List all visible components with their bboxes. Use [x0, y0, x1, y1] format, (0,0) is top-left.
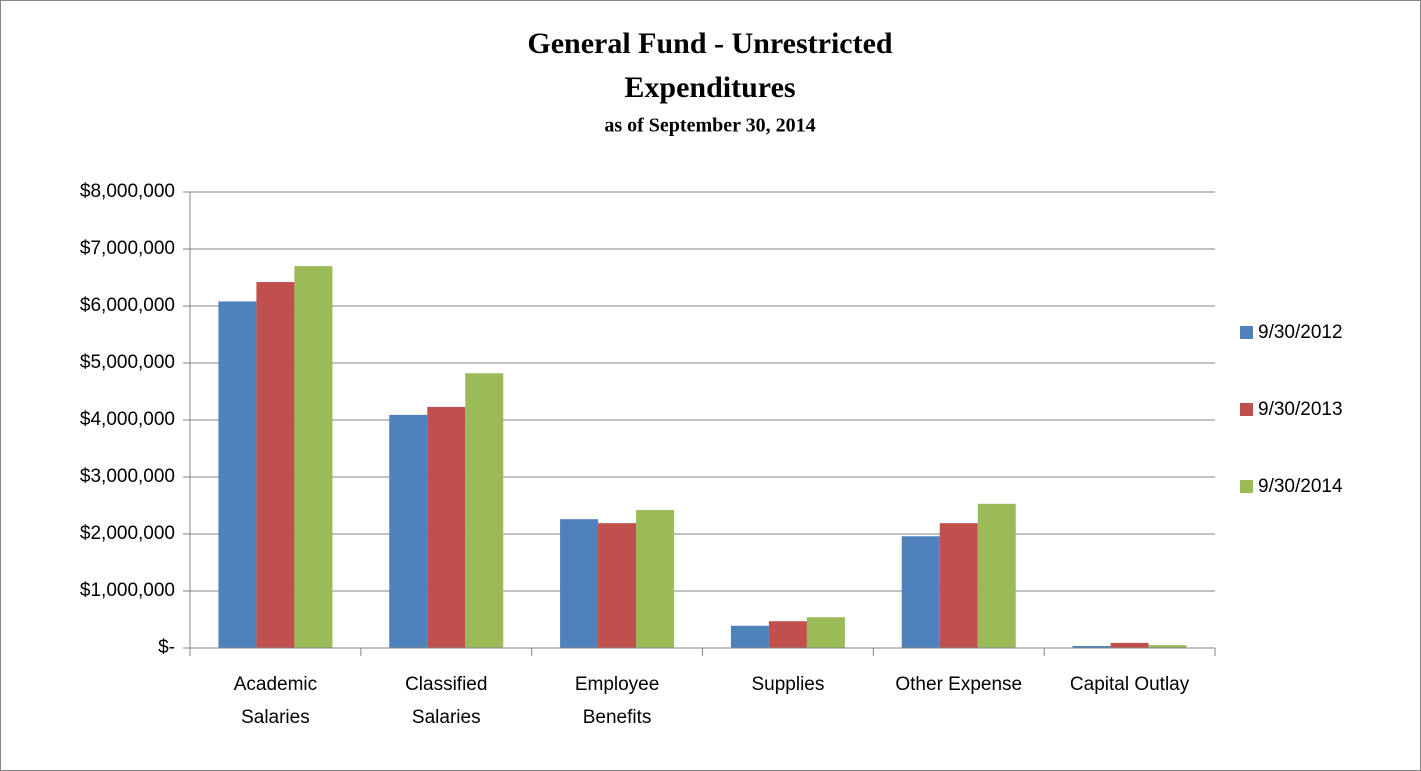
bar	[1072, 646, 1111, 648]
bar	[1110, 642, 1149, 648]
chart-subtitle: as of September 30, 2014	[604, 115, 815, 137]
legend-label: 9/30/2013	[1258, 399, 1343, 420]
legend-label: 9/30/2014	[1258, 476, 1343, 497]
bar	[939, 523, 978, 648]
legend-swatch	[1240, 326, 1253, 339]
legend-label: 9/30/2012	[1258, 322, 1343, 343]
y-tick-label: $2,000,000	[80, 523, 175, 544]
bar	[218, 301, 257, 648]
y-tick-label: $1,000,000	[80, 580, 175, 601]
bar	[598, 523, 637, 648]
bar	[465, 373, 504, 648]
y-tick-label: $6,000,000	[80, 295, 175, 316]
bar	[768, 621, 807, 648]
legend-swatch	[1240, 480, 1253, 493]
x-tick-label: Supplies	[751, 674, 824, 695]
bar	[427, 406, 466, 648]
bar	[636, 510, 675, 648]
y-tick-label: $8,000,000	[80, 181, 175, 202]
x-tick-label: Academic	[234, 674, 317, 695]
bar	[901, 536, 940, 648]
x-tick-label: Salaries	[241, 707, 310, 728]
bar	[977, 503, 1016, 648]
bar	[730, 625, 769, 648]
y-tick-label: $7,000,000	[80, 238, 175, 259]
y-tick-label: $3,000,000	[80, 466, 175, 487]
x-tick-label: Other Expense	[895, 674, 1022, 695]
bar	[294, 266, 333, 648]
chart-title: General Fund - Unrestricted	[527, 27, 893, 60]
chart-title: Expenditures	[624, 71, 795, 104]
x-tick-label: Classified	[405, 674, 487, 695]
x-tick-label: Salaries	[412, 707, 481, 728]
bar	[256, 282, 295, 648]
bar	[806, 617, 845, 648]
bar	[1148, 645, 1187, 648]
y-tick-label: $5,000,000	[80, 352, 175, 373]
x-tick-label: Benefits	[583, 707, 652, 728]
y-tick-label: $4,000,000	[80, 409, 175, 430]
x-tick-label: Employee	[575, 674, 660, 695]
legend-swatch	[1240, 403, 1253, 416]
x-tick-label: Capital Outlay	[1070, 674, 1190, 695]
y-tick-label: $-	[158, 637, 175, 658]
bar	[560, 519, 599, 648]
bar	[389, 414, 428, 648]
